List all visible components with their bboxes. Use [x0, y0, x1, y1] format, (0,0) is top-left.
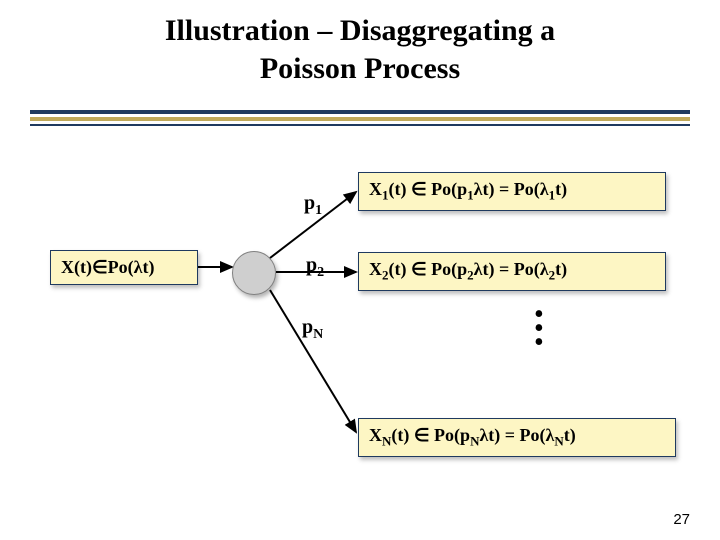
- slide-title: Illustration – Disaggregating a Poisson …: [0, 0, 720, 87]
- input-box-text: X(t)∈Po(λt): [61, 257, 155, 277]
- input-box: X(t)∈Po(λt): [50, 250, 198, 285]
- output-box-2: X2(t) ∈ Po(p2λt) = Po(λ2t): [358, 252, 666, 291]
- rule-thick: [30, 110, 690, 114]
- output-box-1-text: X1(t) ∈ Po(p1λt) = Po(λ1t): [369, 179, 567, 199]
- label-p2: p2: [306, 254, 324, 281]
- arrow-to-N: [270, 290, 356, 432]
- title-line1: Illustration – Disaggregating a: [0, 12, 720, 50]
- output-box-N-text: XN(t) ∈ Po(pNλt) = Po(λNt): [369, 425, 576, 445]
- label-pN: pN: [302, 316, 323, 343]
- split-node: [232, 251, 276, 295]
- output-box-N: XN(t) ∈ Po(pNλt) = Po(λNt): [358, 418, 676, 457]
- vertical-dots: •••: [534, 308, 544, 350]
- output-box-1: X1(t) ∈ Po(p1λt) = Po(λ1t): [358, 172, 666, 211]
- rule-thin: [30, 124, 690, 126]
- label-p1: p1: [304, 192, 322, 219]
- page-number: 27: [673, 511, 690, 528]
- output-box-2-text: X2(t) ∈ Po(p2λt) = Po(λ2t): [369, 259, 567, 279]
- rule-gold: [30, 117, 690, 121]
- title-line2: Poisson Process: [0, 50, 720, 88]
